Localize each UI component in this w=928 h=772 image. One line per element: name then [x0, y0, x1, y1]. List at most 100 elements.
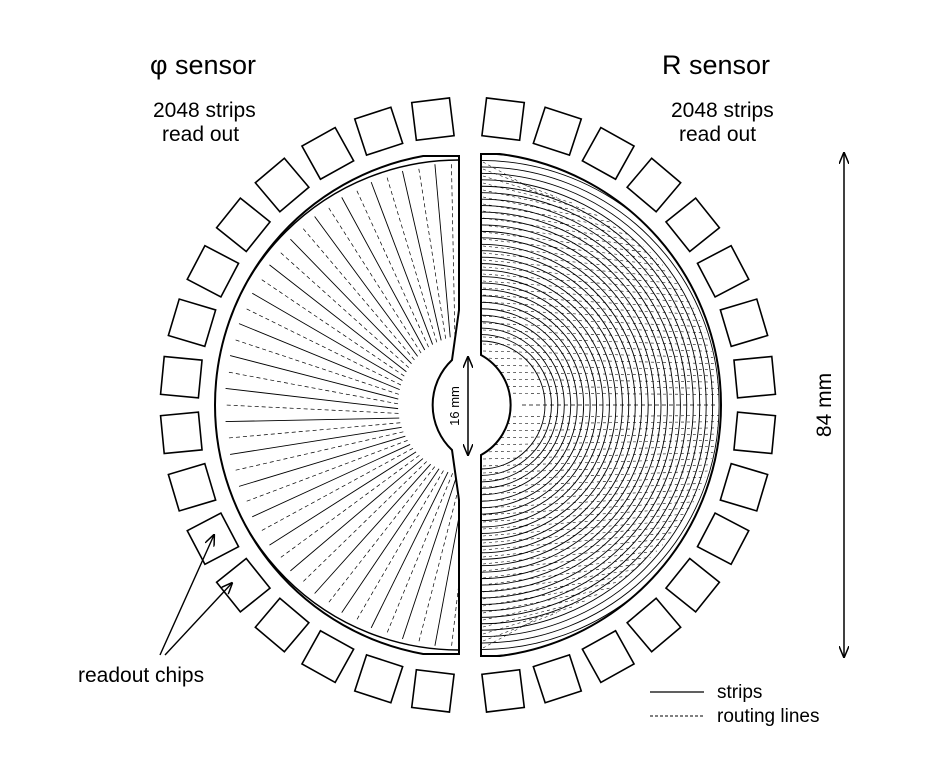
- r-strip-arc: [481, 295, 591, 515]
- r-routing-line: [482, 581, 620, 607]
- r-routing-line: [482, 287, 691, 303]
- r-routing-line: [482, 217, 637, 241]
- phi-readout-chip: [167, 462, 217, 512]
- r-readout-chip: [664, 196, 721, 253]
- r-routing-line: [482, 526, 679, 544]
- r-readout-count: 2048 strips: [671, 99, 774, 122]
- r-routing-line: [482, 507, 691, 523]
- r-routing-line: [482, 203, 620, 229]
- r-strip-arc: [481, 159, 721, 651]
- r-routing-line: [482, 266, 679, 284]
- r-routing-line: [482, 280, 687, 297]
- phi-strips: [215, 159, 468, 651]
- phi-readout-chip: [159, 355, 203, 399]
- r-routing-line: [482, 161, 537, 192]
- r-readout-chip: [719, 298, 769, 348]
- phi-strip: [386, 473, 453, 635]
- phi-strip: [355, 189, 429, 348]
- phi-strip: [434, 164, 451, 338]
- r-routing-line: [482, 569, 637, 593]
- r-strip-arc: [481, 243, 643, 567]
- phi-strip: [269, 451, 417, 546]
- r-routing-line: [482, 252, 669, 272]
- r-routing-line: [482, 329, 708, 340]
- r-routing-line: [482, 357, 715, 364]
- r-routing-line: [482, 385, 719, 389]
- r-readout-chip: [481, 668, 526, 713]
- r-routing-line: [482, 606, 574, 635]
- phi-strip: [386, 175, 438, 343]
- r-routing-line: [482, 294, 694, 309]
- phi-readout-chip: [254, 597, 311, 653]
- phi-strip: [301, 227, 415, 361]
- phi-strip: [327, 206, 422, 354]
- r-routing-line: [482, 489, 701, 502]
- r-readout-chip: [625, 157, 682, 213]
- r-readout-chip: [696, 511, 750, 566]
- r-sensor-title: R sensor: [662, 50, 770, 80]
- r-readout-chip: [581, 126, 636, 181]
- r-routing-line: [482, 575, 629, 600]
- phi-readout-chip: [300, 126, 355, 181]
- phi-readout-chip: [254, 157, 311, 213]
- r-routing-line: [482, 343, 712, 352]
- r-routing-line: [482, 476, 706, 488]
- r-routing-line: [482, 322, 706, 334]
- r-routing-line: [482, 245, 663, 266]
- legend-strips-label: strips: [717, 682, 762, 703]
- r-strip-arc: [481, 334, 552, 476]
- phi-strip: [418, 167, 447, 339]
- phi-strip: [230, 426, 402, 455]
- phi-strip: [252, 292, 403, 381]
- phi-strip: [233, 431, 404, 471]
- r-routing-line: [482, 392, 719, 395]
- phi-readout-chip: [410, 668, 455, 713]
- phi-strip: [434, 474, 459, 646]
- phi-strip: [314, 216, 419, 357]
- phi-strip: [355, 470, 444, 621]
- phi-sensor-outline: [214, 155, 460, 655]
- r-routing-line: [482, 458, 712, 467]
- r-routing-line: [482, 513, 687, 530]
- legend: strips routing lines: [650, 682, 819, 727]
- phi-strip: [244, 440, 408, 503]
- r-strip-arc: [481, 282, 604, 528]
- r-routing-line: [482, 550, 657, 572]
- phi-strip: [370, 471, 449, 629]
- phi-readout-chip: [353, 106, 404, 157]
- r-strip-arc: [481, 218, 668, 592]
- phi-strip: [418, 474, 459, 644]
- r-routing-line: [482, 415, 719, 418]
- r-routing-line: [482, 532, 674, 551]
- r-routing-line: [482, 433, 717, 439]
- legend-routing-label: routing lines: [717, 706, 819, 727]
- phi-strip: [260, 447, 414, 532]
- r-routing-line: [482, 210, 629, 235]
- r-routing-line: [482, 371, 717, 377]
- r-strip-arc: [481, 230, 656, 580]
- phi-sensor: [214, 155, 468, 655]
- r-strip-arc: [481, 205, 681, 605]
- phi-strip: [370, 181, 434, 345]
- r-strip-arc: [481, 288, 597, 522]
- phi-strip: [460, 162, 468, 336]
- phi-readout-chip: [410, 97, 455, 142]
- phi-strip: [269, 264, 407, 373]
- r-readout-text: read out: [679, 123, 756, 146]
- r-routing-line: [482, 238, 657, 260]
- r-readout-chips: [481, 97, 777, 713]
- phi-strip: [238, 323, 400, 391]
- phi-strip: [451, 474, 459, 648]
- phi-strip: [301, 461, 427, 583]
- r-strip-arc: [481, 166, 720, 644]
- phi-strip: [341, 468, 440, 613]
- phi-strip: [252, 444, 411, 518]
- phi-strip: [451, 162, 456, 337]
- r-routing-line: [482, 189, 600, 217]
- phi-strip: [225, 417, 400, 423]
- inner-dimension-label: 16 mm: [447, 386, 462, 426]
- r-readout-chip: [481, 97, 526, 142]
- r-routing-line: [482, 612, 558, 642]
- phi-strip: [244, 307, 402, 386]
